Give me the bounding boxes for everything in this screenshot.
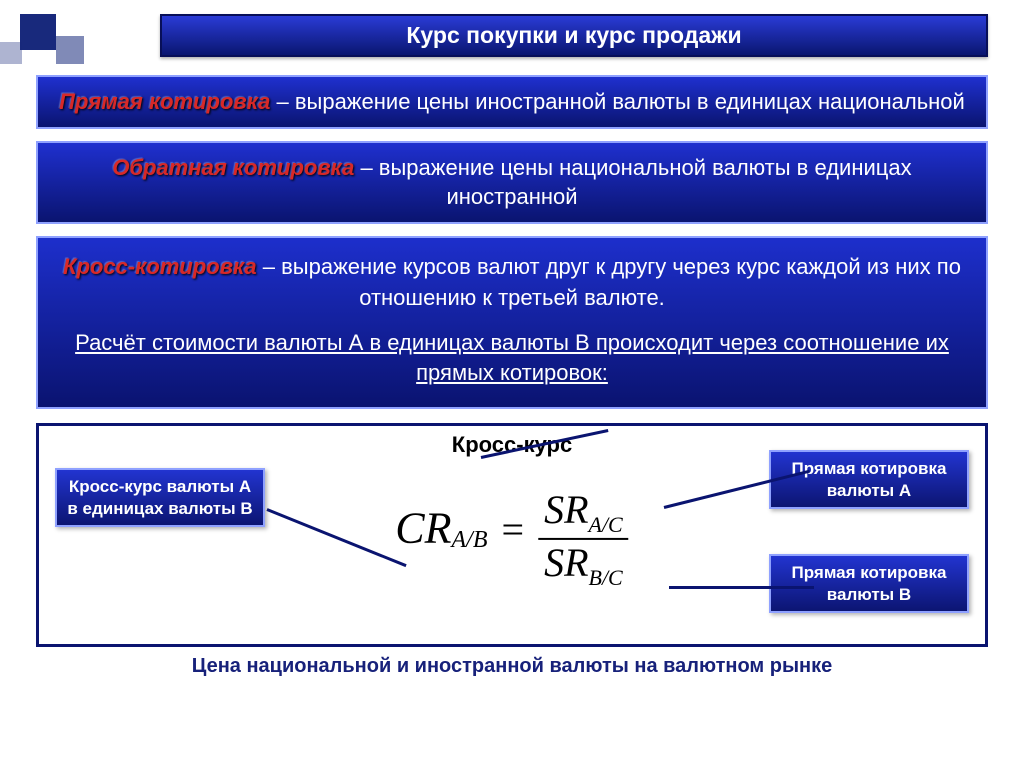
label-direct-quote-b: Прямая котировка валюты В [769,554,969,613]
term-reverse: Обратная котировка [112,155,354,180]
formula-num-sub: A/C [589,512,623,537]
connector-line [266,508,406,567]
term-direct: Прямая котировка [59,89,270,114]
label-direct-quote-a: Прямая котировка валюты А [769,450,969,509]
equals-sign: = [502,507,525,552]
formula-den-sub: B/C [589,565,623,590]
cross-calculation-note: Расчёт стоимости валюты А в единицах вал… [58,328,966,390]
label-cross-rate: Кросс-курс валюты А в единицах валюты В [55,468,265,527]
formula-lhs-sub: A/B [452,527,488,553]
definition-cross-quote: Кросс-котировка – выражение курсов валют… [36,236,988,409]
definition-reverse-quote: Обратная котировка – выражение цены наци… [36,141,988,224]
term-cross: Кросс-котировка [63,254,257,279]
slide-footer: Цена национальной и иностранной валюты н… [0,655,1024,678]
formula-fraction: SRA/C SRB/C [538,489,629,589]
formula-lhs: CR [395,504,451,553]
formula-panel: Кросс-курс Кросс-курс валюты А в единица… [36,423,988,647]
formula-num: SR [544,487,588,532]
definition-direct-quote: Прямая котировка – выражение цены иностр… [36,75,988,129]
slide-title: Курс покупки и курс продажи [160,14,988,57]
formula-den: SR [544,540,588,585]
formula-title: Кросс-курс [452,432,572,458]
def-reverse-text: – выражение цены национальной валюты в е… [354,155,911,210]
def-cross-text: – выражение курсов валют друг к другу че… [257,254,961,310]
corner-decoration [0,14,110,74]
connector-line [669,586,814,589]
cross-rate-formula: CRA/B = SRA/C SRB/C [395,489,628,589]
def-direct-text: – выражение цены иностранной валюты в ед… [270,89,964,114]
